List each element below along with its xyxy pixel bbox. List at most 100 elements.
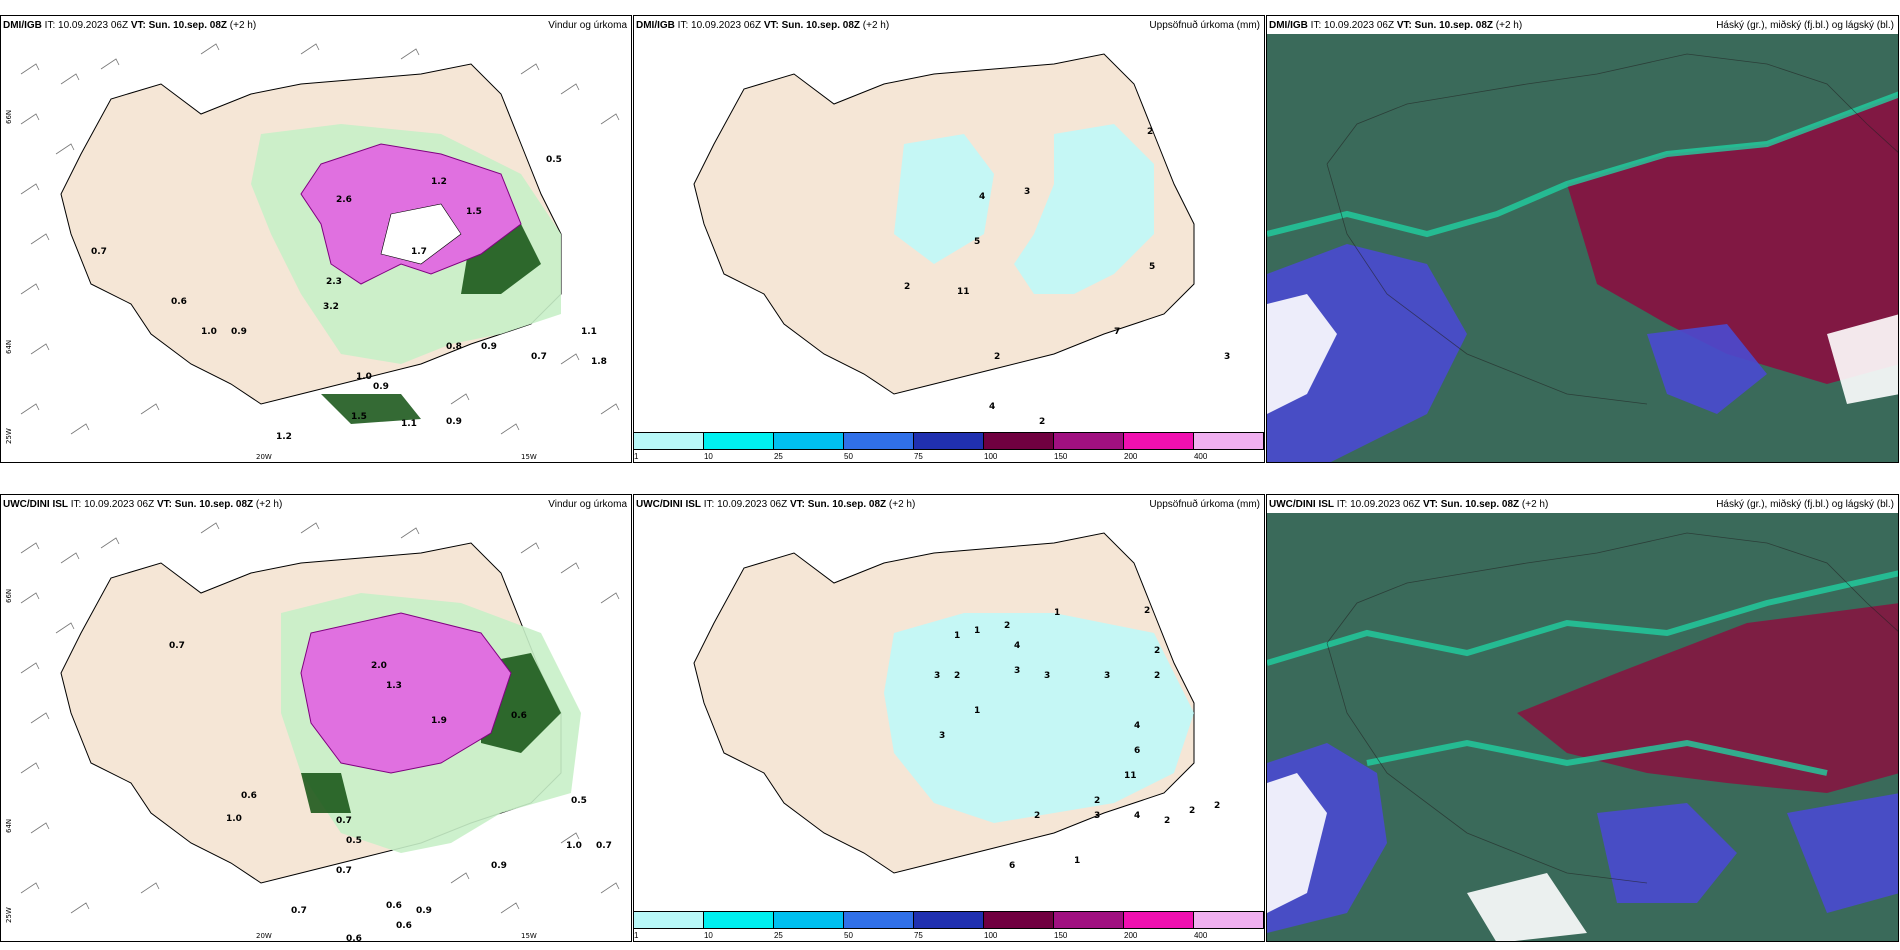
svg-text:1: 1	[974, 706, 980, 716]
colorbar-cell	[1124, 912, 1194, 928]
colorbar-label: 10	[703, 931, 713, 940]
svg-text:2.3: 2.3	[326, 277, 342, 287]
panel-dmi-accum: DMI/IGB IT: 10.09.2023 06Z VT: Sun. 10.s…	[633, 15, 1265, 463]
colorbar-cell	[1194, 912, 1264, 928]
svg-text:0.9: 0.9	[491, 861, 507, 871]
svg-text:2: 2	[1189, 806, 1195, 816]
svg-text:4: 4	[989, 402, 995, 412]
svg-text:2: 2	[1144, 606, 1150, 616]
svg-text:3: 3	[1104, 671, 1110, 681]
svg-text:0.9: 0.9	[373, 382, 389, 392]
svg-text:0.9: 0.9	[446, 417, 462, 427]
svg-text:1.5: 1.5	[466, 207, 482, 217]
lon-label-15: 15W	[521, 932, 537, 940]
svg-text:0.7: 0.7	[91, 247, 107, 257]
svg-text:0.6: 0.6	[171, 297, 187, 307]
svg-text:0.7: 0.7	[291, 906, 307, 916]
cloud-edge	[1267, 570, 1898, 776]
colorbar-cell	[844, 433, 914, 449]
accum-precip-map: 2 1 1 2 1 4 3 2 3 3 3 2 2 1 3 4 6 11 2 3…	[693, 532, 1220, 874]
panel-header: UWC/DINI ISL IT: 10.09.2023 06Z VT: Sun.…	[636, 499, 916, 510]
colorbar-cell	[774, 912, 844, 928]
cloud-mid	[1517, 603, 1898, 793]
colorbar-label: 150	[1054, 931, 1068, 940]
svg-text:6: 6	[1134, 746, 1140, 756]
svg-text:3: 3	[1014, 666, 1020, 676]
panel-title: Uppsöfnuð úrkoma (mm)	[1149, 20, 1260, 31]
accum-cyan	[884, 613, 1194, 823]
svg-text:2: 2	[1154, 646, 1160, 656]
panel-dmi-wind: DMI/IGB IT: 10.09.2023 06Z VT: Sun. 10.s…	[0, 15, 632, 463]
colorbar-labels: 1 10 25 50 75 100 150 200 400	[634, 450, 1264, 462]
svg-text:2: 2	[1164, 816, 1170, 826]
svg-text:2: 2	[1034, 811, 1040, 821]
cloud-map	[1267, 34, 1898, 462]
panel-header: DMI/IGB IT: 10.09.2023 06Z VT: Sun. 10.s…	[1269, 20, 1523, 31]
iceland-outline	[1326, 53, 1898, 405]
svg-text:2: 2	[904, 282, 910, 292]
colorbar: 1 10 25 50 75 100 150 200 400	[634, 432, 1264, 462]
svg-text:0.9: 0.9	[231, 327, 247, 337]
svg-text:0.9: 0.9	[481, 342, 497, 352]
panel-header: UWC/DINI ISL IT: 10.09.2023 06Z VT: Sun.…	[3, 499, 283, 510]
svg-text:1.0: 1.0	[566, 841, 582, 851]
svg-text:1.7: 1.7	[411, 247, 427, 257]
svg-text:2: 2	[1214, 801, 1220, 811]
panel-title: Vindur og úrkoma	[548, 20, 627, 31]
accum-cyan	[894, 124, 1154, 294]
colorbar-cell	[914, 912, 984, 928]
panel-dmi-clouds: DMI/IGB IT: 10.09.2023 06Z VT: Sun. 10.s…	[1266, 15, 1899, 463]
svg-text:7: 7	[1114, 327, 1120, 337]
colorbar-cell	[914, 433, 984, 449]
colorbar-label: 100	[984, 452, 998, 461]
svg-text:0.5: 0.5	[346, 836, 362, 846]
svg-text:5: 5	[974, 237, 980, 247]
svg-text:2: 2	[1004, 621, 1010, 631]
colorbar-label: 400	[1193, 452, 1208, 461]
panel-title: Uppsöfnuð úrkoma (mm)	[1149, 499, 1260, 510]
cloud-white	[1267, 773, 1587, 941]
svg-text:0.6: 0.6	[511, 711, 527, 721]
colorbar-cell	[1054, 912, 1124, 928]
svg-text:5: 5	[1149, 262, 1155, 272]
colorbar-label: 75	[913, 931, 923, 940]
svg-text:1.0: 1.0	[356, 372, 372, 382]
svg-text:1.2: 1.2	[276, 432, 292, 442]
svg-text:1.5: 1.5	[351, 412, 367, 422]
svg-text:1.2: 1.2	[431, 177, 447, 187]
svg-text:2.6: 2.6	[336, 195, 352, 205]
precip-labels: 0.7 0.6 1.0 0.7 0.5 1.3 2.0 1.9 0.6 0.5 …	[169, 641, 612, 941]
svg-text:0.8: 0.8	[446, 342, 462, 352]
panel-header: UWC/DINI ISL IT: 10.09.2023 06Z VT: Sun.…	[1269, 499, 1549, 510]
precip-heavy	[300, 612, 512, 774]
colorbar-cells	[634, 432, 1264, 450]
lon-label-15: 15W	[521, 453, 537, 461]
panel-uwc-wind: UWC/DINI ISL IT: 10.09.2023 06Z VT: Sun.…	[0, 494, 632, 942]
cloud-mid	[1567, 94, 1898, 384]
svg-text:1.9: 1.9	[431, 716, 447, 726]
lon-label-20: 20W	[256, 453, 272, 461]
colorbar-cell	[984, 912, 1054, 928]
panel-header: DMI/IGB IT: 10.09.2023 06Z VT: Sun. 10.s…	[3, 20, 257, 31]
svg-text:2: 2	[1039, 417, 1045, 427]
wind-precip-map: 2.6 1.7 1.2 1.5 2.3 3.2 0.6 1.0 0.9 0.5 …	[5, 43, 620, 461]
svg-text:3: 3	[1094, 811, 1100, 821]
svg-text:0.7: 0.7	[531, 352, 547, 362]
svg-text:0.7: 0.7	[336, 816, 352, 826]
panel-title: Vindur og úrkoma	[548, 499, 627, 510]
wind-precip-map: 0.7 0.6 1.0 0.7 0.5 1.3 2.0 1.9 0.6 0.5 …	[5, 522, 620, 941]
colorbar-cell	[634, 912, 704, 928]
svg-text:1.3: 1.3	[386, 681, 402, 691]
lon-label-25: 25W	[5, 428, 13, 444]
accum-labels: 2 1 1 2 1 4 3 2 3 3 3 2 2 1 3 4 6 11 2 3…	[934, 606, 1220, 871]
colorbar-cell	[774, 433, 844, 449]
cloud-map	[1267, 513, 1898, 941]
svg-text:2: 2	[1154, 671, 1160, 681]
colorbar-cell	[844, 912, 914, 928]
colorbar-label: 10	[703, 452, 713, 461]
colorbar-label: 200	[1124, 931, 1138, 940]
svg-text:3: 3	[939, 731, 945, 741]
cloud-edge	[1267, 91, 1898, 238]
svg-text:0.7: 0.7	[336, 866, 352, 876]
svg-text:3: 3	[1044, 671, 1050, 681]
